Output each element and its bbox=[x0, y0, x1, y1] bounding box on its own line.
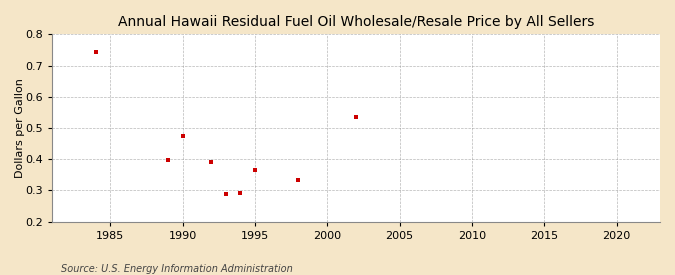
Title: Annual Hawaii Residual Fuel Oil Wholesale/Resale Price by All Sellers: Annual Hawaii Residual Fuel Oil Wholesal… bbox=[118, 15, 595, 29]
Point bbox=[221, 192, 232, 196]
Point bbox=[206, 160, 217, 164]
Point bbox=[235, 191, 246, 195]
Point bbox=[163, 157, 173, 162]
Text: Source: U.S. Energy Information Administration: Source: U.S. Energy Information Administ… bbox=[61, 264, 292, 274]
Y-axis label: Dollars per Gallon: Dollars per Gallon bbox=[15, 78, 25, 178]
Point bbox=[351, 115, 362, 119]
Point bbox=[293, 177, 304, 182]
Point bbox=[250, 168, 261, 172]
Point bbox=[90, 49, 101, 54]
Point bbox=[177, 134, 188, 138]
